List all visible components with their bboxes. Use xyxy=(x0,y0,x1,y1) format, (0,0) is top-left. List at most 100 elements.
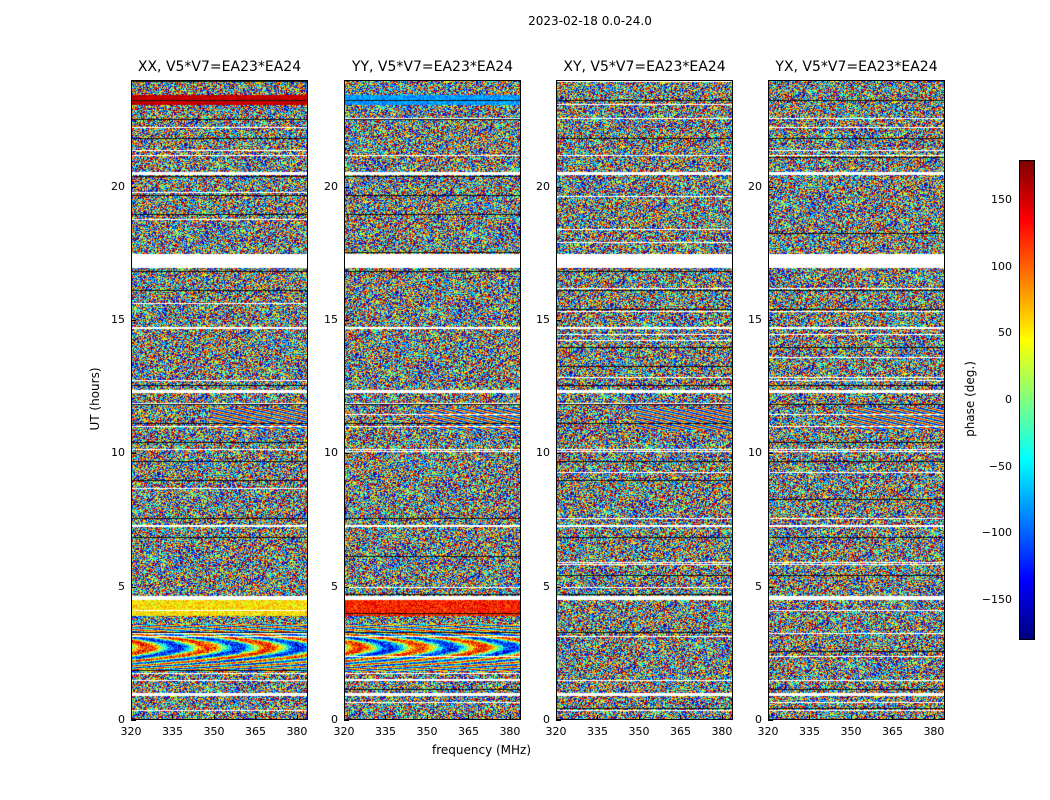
x-tick-label: 350 xyxy=(840,725,862,738)
y-tick-label: 10 xyxy=(111,446,125,460)
x-tick-mark xyxy=(296,715,298,720)
x-tick-mark xyxy=(933,715,935,720)
y-tick-mark xyxy=(131,186,136,188)
x-tick-mark xyxy=(892,715,894,720)
heatmap-image xyxy=(769,81,944,719)
heatmap-image xyxy=(132,81,307,719)
x-tick-label: 350 xyxy=(416,725,438,738)
y-tick-label: 10 xyxy=(748,446,762,460)
y-tick-label: 0 xyxy=(755,713,762,726)
heatmap-panel xyxy=(131,80,308,720)
y-tick-mark xyxy=(556,186,561,188)
colorbar xyxy=(1019,160,1035,640)
panel-title: YX, V5*V7=EA23*EA24 xyxy=(775,59,938,75)
x-tick-mark xyxy=(850,715,852,720)
panel-title: XX, V5*V7=EA23*EA24 xyxy=(137,59,302,75)
x-tick-mark xyxy=(385,715,387,720)
x-tick-label: 320 xyxy=(545,725,567,738)
heatmap-image xyxy=(345,81,520,719)
y-tick-label: 5 xyxy=(543,579,550,593)
x-tick-mark xyxy=(680,715,682,720)
y-tick-mark xyxy=(768,586,773,588)
x-tick-label: 380 xyxy=(286,725,308,738)
x-tick-mark xyxy=(809,715,811,720)
heatmap-panel xyxy=(556,80,733,720)
x-tick-label: 350 xyxy=(628,725,650,738)
x-tick-label: 335 xyxy=(586,725,608,738)
y-tick-label: 0 xyxy=(543,713,550,726)
x-tick-mark xyxy=(597,715,599,720)
colorbar-tick-label: 50 xyxy=(998,326,1012,340)
x-tick-mark xyxy=(556,715,557,720)
colorbar-tick-label: −50 xyxy=(988,459,1012,473)
panel-title: YY, V5*V7=EA23*EA24 xyxy=(351,59,514,75)
y-tick-label: 5 xyxy=(331,579,338,593)
colorbar-tick-label: 100 xyxy=(991,259,1012,273)
y-tick-mark xyxy=(344,453,349,455)
y-tick-label: 15 xyxy=(748,313,762,326)
y-axis-label: UT (hours) xyxy=(88,367,102,431)
y-tick-mark xyxy=(556,453,561,455)
x-tick-label: 380 xyxy=(923,725,945,738)
y-tick-label: 15 xyxy=(111,313,125,326)
y-tick-label: 10 xyxy=(536,446,550,460)
heatmap-image xyxy=(557,81,732,719)
x-tick-label: 335 xyxy=(161,725,183,738)
x-tick-label: 335 xyxy=(798,725,820,738)
y-tick-mark xyxy=(556,586,561,588)
x-tick-label: 365 xyxy=(881,725,903,738)
colorbar-tick-label: −100 xyxy=(981,526,1012,540)
y-tick-label: 20 xyxy=(111,179,125,193)
heatmap-panel xyxy=(768,80,945,720)
colorbar-tick-label: −150 xyxy=(981,593,1012,606)
heatmap-panel xyxy=(344,80,521,720)
x-tick-mark xyxy=(255,715,257,720)
colorbar-label: phase (deg.) xyxy=(963,361,977,437)
y-tick-mark xyxy=(344,186,349,188)
y-tick-mark xyxy=(131,586,136,588)
x-tick-mark xyxy=(172,715,174,720)
x-tick-mark xyxy=(509,715,511,720)
y-tick-label: 5 xyxy=(755,579,762,593)
y-tick-mark xyxy=(131,453,136,455)
x-tick-label: 365 xyxy=(457,725,479,738)
y-tick-mark xyxy=(768,186,773,188)
x-axis-label: frequency (MHz) xyxy=(432,743,532,757)
x-tick-label: 350 xyxy=(203,725,225,738)
y-tick-label: 10 xyxy=(324,446,338,460)
x-tick-label: 380 xyxy=(499,725,521,738)
y-tick-mark xyxy=(131,320,136,321)
y-tick-mark xyxy=(768,320,773,321)
y-tick-mark xyxy=(556,320,561,321)
y-tick-label: 0 xyxy=(118,713,125,726)
y-tick-mark xyxy=(344,586,349,588)
y-tick-label: 15 xyxy=(536,313,550,326)
x-tick-label: 320 xyxy=(120,725,142,738)
x-tick-label: 380 xyxy=(711,725,733,738)
colorbar-tick-label: 0 xyxy=(1005,393,1012,406)
y-tick-label: 15 xyxy=(324,313,338,326)
y-tick-label: 20 xyxy=(748,179,762,193)
y-tick-mark xyxy=(768,720,773,721)
x-tick-label: 365 xyxy=(244,725,266,738)
x-tick-label: 320 xyxy=(333,725,355,738)
x-tick-mark xyxy=(426,715,428,720)
x-tick-mark xyxy=(638,715,640,720)
x-tick-label: 365 xyxy=(669,725,691,738)
panel-title: XY, V5*V7=EA23*EA24 xyxy=(563,59,726,75)
figure-suptitle: 2023-02-18 0.0-24.0 xyxy=(528,14,652,28)
y-tick-mark xyxy=(131,720,136,721)
x-tick-mark xyxy=(721,715,723,720)
y-tick-mark xyxy=(556,720,561,721)
y-tick-mark xyxy=(768,453,773,455)
y-tick-label: 20 xyxy=(324,179,338,193)
colorbar-tick-label: 150 xyxy=(991,193,1012,206)
y-tick-label: 20 xyxy=(536,179,550,193)
x-tick-mark xyxy=(768,715,769,720)
y-tick-mark xyxy=(344,720,349,721)
x-tick-mark xyxy=(213,715,215,720)
x-tick-label: 335 xyxy=(374,725,396,738)
y-tick-mark xyxy=(344,320,349,321)
x-tick-mark xyxy=(344,715,345,720)
y-tick-label: 5 xyxy=(118,579,125,593)
